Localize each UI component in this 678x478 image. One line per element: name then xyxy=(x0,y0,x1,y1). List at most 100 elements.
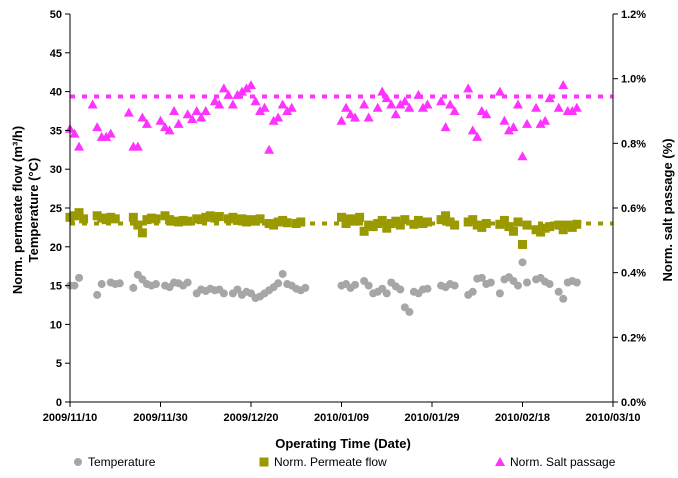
square-point xyxy=(223,214,233,224)
square-point xyxy=(436,215,446,225)
y-left-tick-label: 40 xyxy=(50,87,62,99)
circle-point xyxy=(129,283,138,292)
square-point xyxy=(196,215,206,225)
circle-point xyxy=(450,281,459,290)
circle-point xyxy=(495,289,504,298)
square-point xyxy=(97,213,107,223)
y-right-tick-label: 1.0% xyxy=(621,74,646,86)
triangle-point xyxy=(141,118,152,128)
square-point xyxy=(554,220,564,230)
square-point xyxy=(395,220,405,230)
triangle-point xyxy=(341,102,352,112)
square-point xyxy=(536,227,546,237)
circle-point xyxy=(97,280,106,289)
triangle-point xyxy=(336,115,347,125)
square-point xyxy=(567,222,577,232)
series-temperature xyxy=(66,258,581,316)
square-point xyxy=(128,212,138,222)
plot-area xyxy=(70,94,613,226)
triangle-point xyxy=(101,131,112,141)
square-point xyxy=(255,214,265,224)
square-point xyxy=(545,222,555,232)
triangle-point xyxy=(440,122,451,132)
square-point xyxy=(572,219,582,229)
square-point xyxy=(251,216,261,226)
y-axis-left-title-line1: Norm. permeate flow (m³/h) xyxy=(10,126,25,294)
triangle-point xyxy=(535,118,546,128)
triangle-point xyxy=(74,141,85,151)
y-left-tick-label: 45 xyxy=(50,48,62,60)
square-point xyxy=(531,225,541,235)
triangle-point xyxy=(345,109,356,119)
triangle-point xyxy=(164,125,175,135)
x-axis-title: Operating Time (Date) xyxy=(275,436,411,451)
x-tick-label: 2010/03/10 xyxy=(585,412,640,424)
square-point xyxy=(133,220,143,230)
square-point xyxy=(472,220,482,230)
triangle-point xyxy=(476,106,487,115)
y-axis-right-title: Norm. salt passage (%) xyxy=(660,138,675,281)
y-left-tick-label: 50 xyxy=(50,9,62,21)
square-point xyxy=(296,217,306,227)
circle-point xyxy=(75,273,84,282)
triangle-point xyxy=(386,99,397,109)
y-left-tick-label: 20 xyxy=(50,242,62,254)
circle-point xyxy=(301,283,310,292)
triangle-point xyxy=(264,144,275,154)
circle-point xyxy=(523,278,532,287)
triangle-point xyxy=(246,80,256,90)
square-point xyxy=(110,214,120,224)
square-point xyxy=(373,219,383,229)
triangle-point xyxy=(132,141,143,151)
square-point xyxy=(400,215,410,225)
legend: Temperature Norm. Permeate flow Norm. Salt… xyxy=(74,455,616,469)
axes: 0 5 10 15 20 25 30 35 40 45 50 0.0% 0.2% 0.4% 0.6% 0.8%… xyxy=(43,9,647,424)
square-point xyxy=(413,215,423,225)
triangle-point xyxy=(268,115,279,125)
circle-point xyxy=(351,280,360,289)
square-point xyxy=(210,213,220,223)
triangle-point xyxy=(508,122,519,132)
square-point xyxy=(79,214,89,224)
square-point xyxy=(183,216,193,226)
square-point xyxy=(92,211,102,221)
y-right-tick-label: 1.2% xyxy=(621,9,646,21)
square-point xyxy=(232,215,242,225)
square-point xyxy=(355,212,365,222)
triangle-point xyxy=(87,99,98,109)
triangle-point xyxy=(463,83,474,93)
square-point xyxy=(70,211,80,221)
triangle-point xyxy=(273,112,284,122)
circle-point xyxy=(572,278,581,287)
triangle-point xyxy=(69,128,80,138)
square-point xyxy=(499,215,509,225)
square-point xyxy=(106,212,116,222)
legend-item: Norm. Permeate flow xyxy=(259,455,387,469)
square-point xyxy=(142,215,152,225)
triangle-point xyxy=(173,118,184,128)
square-point xyxy=(269,220,279,230)
square-point xyxy=(201,212,211,222)
square-point xyxy=(241,217,251,227)
square-point xyxy=(563,220,573,230)
triangle-point xyxy=(472,131,483,141)
circle-point xyxy=(554,287,563,296)
x-tick-label: 2010/02/18 xyxy=(495,412,550,424)
triangle-point xyxy=(372,102,383,112)
x-tick-label: 2010/01/29 xyxy=(404,412,459,424)
triangle-point xyxy=(209,96,220,106)
circle-point xyxy=(364,281,373,290)
triangle-point xyxy=(196,112,207,122)
triangle-point xyxy=(512,99,523,109)
square-point xyxy=(359,226,369,236)
circle-point xyxy=(183,278,192,287)
triangle-point xyxy=(467,125,478,135)
series-norm-salt-passage xyxy=(65,80,582,161)
triangle-point xyxy=(522,118,533,128)
triangle-point xyxy=(155,115,166,125)
triangle-point xyxy=(255,106,266,115)
triangle-point xyxy=(449,106,460,115)
triangle-point xyxy=(422,99,433,109)
triangle-point xyxy=(282,106,293,115)
square-point xyxy=(477,222,487,232)
